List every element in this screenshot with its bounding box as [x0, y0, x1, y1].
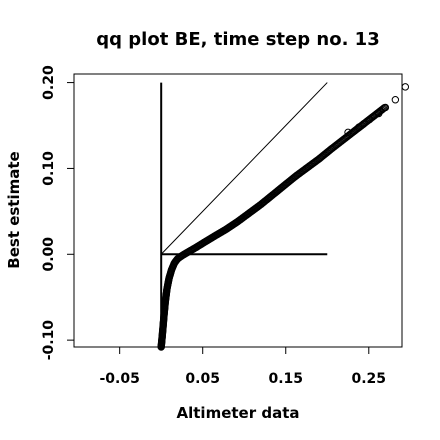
chart-title: qq plot BE, time step no. 13 [96, 29, 379, 50]
y-tick-label: 0.00 [41, 237, 57, 272]
y-tick-label: 0.20 [41, 65, 57, 100]
data-point [381, 103, 390, 112]
data-point [355, 123, 363, 131]
x-tick-label: 0.15 [268, 371, 303, 387]
data-points [157, 83, 410, 351]
x-tick-label: 0.25 [352, 371, 387, 387]
data-point [401, 83, 410, 91]
data-point [375, 109, 383, 118]
reference-line-diagonal [160, 82, 328, 255]
plot-frame [73, 73, 403, 348]
data-point [391, 96, 400, 104]
y-tick-label: -0.10 [41, 320, 57, 361]
y-axis: -0.10 0.00 0.10 0.20 [41, 65, 74, 360]
x-tick-label: -0.05 [99, 371, 139, 387]
y-tick-label: 0.10 [41, 151, 57, 186]
data-point [344, 128, 352, 137]
data-point [360, 120, 368, 128]
x-axis: -0.05 0.05 0.15 0.25 [99, 347, 386, 387]
x-tick-label: 0.05 [185, 371, 220, 387]
x-axis-label: Altimeter data [177, 404, 300, 422]
data-point [365, 115, 374, 124]
y-axis-label: Best estimate [5, 151, 23, 268]
